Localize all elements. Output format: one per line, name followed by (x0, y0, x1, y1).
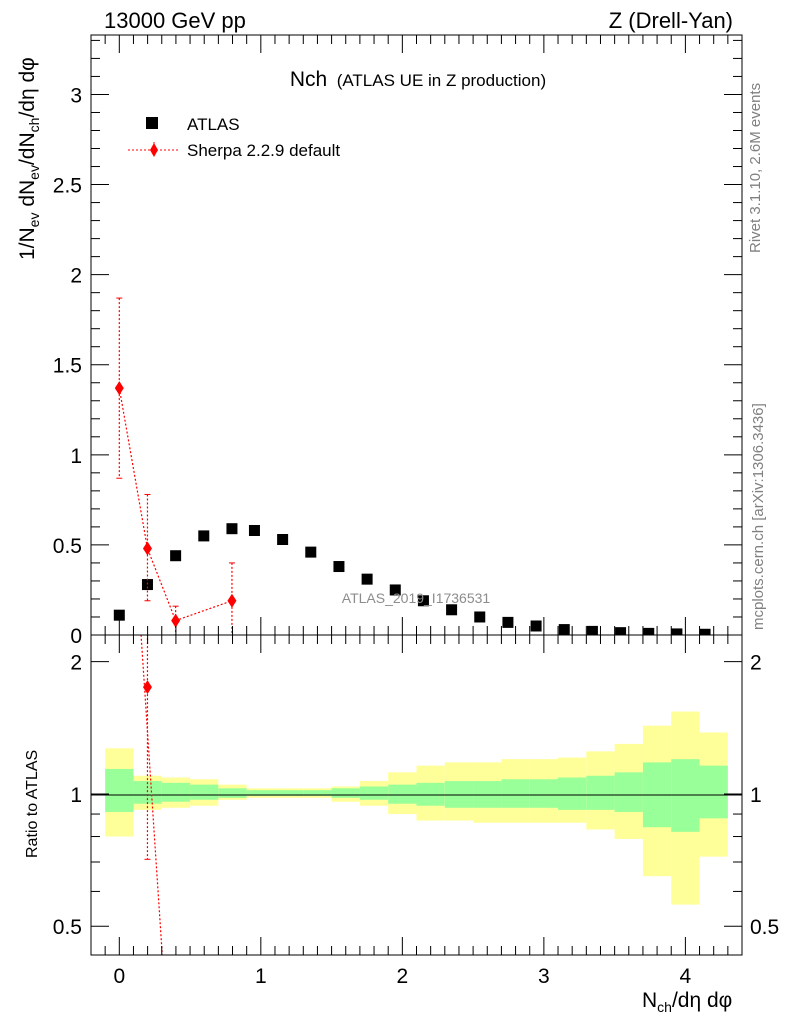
energy-label: 13000 GeV pp (104, 8, 246, 33)
legend-atlas-label: ATLAS (187, 115, 240, 134)
ratio-band-inner (331, 788, 360, 798)
ratio-y-tick-label-left: 0.5 (53, 916, 82, 939)
analysis-watermark: ATLAS_2019_I1736531 (342, 590, 491, 606)
ratio-band-inner (388, 784, 417, 804)
atlas-data-point (586, 625, 598, 635)
x-tick-label: 1 (255, 965, 267, 988)
ratio-band-inner (416, 782, 445, 806)
x-tick-label: 3 (538, 965, 550, 988)
ratio-band-inner (218, 788, 247, 798)
atlas-data-point (305, 546, 317, 558)
atlas-data-point (333, 561, 345, 573)
legend: ATLAS Sherpa 2.2.9 default (128, 115, 340, 160)
atlas-data-point (671, 628, 683, 635)
main-y-tick-label: 1 (70, 445, 82, 468)
ratio-band-inner (161, 782, 191, 802)
sherpa-ratio-line (140, 635, 163, 955)
x-tick-label: 0 (113, 965, 125, 988)
main-plot-marks (113, 297, 711, 635)
atlas-data-point (170, 550, 182, 562)
ratio-y-tick-label-right: 2 (750, 652, 762, 675)
atlas-data-point (530, 620, 542, 632)
sherpa-data-point (142, 541, 152, 556)
ratio-band-inner (699, 765, 728, 819)
main-y-tick-label: 2 (70, 265, 82, 288)
main-y-tick-label: 0 (70, 625, 82, 648)
atlas-data-point (361, 573, 373, 585)
plot-subtitle: (ATLAS UE in Z production) (337, 71, 546, 90)
sherpa-data-point (171, 613, 181, 628)
ratio-band-inner (105, 768, 134, 812)
main-y-tick-label: 0.5 (53, 535, 82, 558)
axis-ticks (90, 35, 743, 955)
atlas-data-point (198, 530, 210, 542)
ratio-y-tick-label-left: 2 (70, 652, 82, 675)
legend-sherpa-label: Sherpa 2.2.9 default (187, 141, 340, 160)
ratio-band-inner (246, 790, 275, 796)
ratio-uncertainty-bands (105, 711, 728, 905)
plot-title-group: Nch (ATLAS UE in Z production) (290, 68, 546, 91)
atlas-data-point (643, 627, 655, 635)
ratio-band-inner (359, 786, 389, 800)
rivet-version-label: Rivet 3.1.10, 2.6M events (747, 83, 764, 253)
ratio-y-tick-label-left: 1 (70, 784, 82, 807)
atlas-data-point (389, 584, 401, 596)
atlas-data-point (113, 609, 125, 621)
ratio-band-inner (586, 775, 615, 810)
main-y-tick-label: 1.5 (53, 355, 82, 378)
sherpa-ratio-point (142, 680, 152, 695)
plot-title: Nch (290, 68, 327, 91)
ratio-y-tick-label-right: 1 (750, 784, 762, 807)
atlas-data-point (141, 579, 153, 591)
ratio-band-inner (444, 781, 474, 808)
atlas-data-point (277, 534, 289, 546)
legend-sherpa-marker (150, 143, 158, 157)
ratio-band-inner (473, 781, 502, 808)
ratio-band-inner (614, 772, 643, 812)
x-tick-label: 2 (397, 965, 409, 988)
legend-atlas-marker (146, 117, 158, 129)
ratio-y-axis-title: Ratio to ATLAS (24, 750, 41, 858)
main-y-tick-label: 2.5 (53, 175, 82, 198)
atlas-data-point (474, 611, 486, 623)
ratio-band-inner (501, 779, 530, 808)
process-label: Z (Drell-Yan) (609, 8, 733, 33)
axis-tick-labels: 0 1 2 3 4 0 0.5 1 1.5 2 2.5 3 0.5 0.5 1 1 2 2 (53, 84, 779, 988)
atlas-data-point (502, 616, 514, 628)
ratio-band-inner (133, 781, 162, 804)
atlas-data-point (446, 604, 458, 616)
ratio-band-inner (529, 779, 559, 808)
atlas-data-point (417, 595, 429, 607)
ratio-band-inner (274, 790, 304, 796)
ratio-band-inner (190, 784, 219, 800)
atlas-data-point (226, 523, 238, 535)
mcplots-reference-label: mcplots.cern.ch [arXiv:1306.3436] (750, 403, 767, 630)
main-y-tick-label: 3 (70, 84, 82, 107)
atlas-data-point (699, 628, 711, 635)
ratio-y-tick-label-right: 0.5 (750, 916, 779, 939)
atlas-data-point (615, 627, 627, 635)
sherpa-data-point (114, 381, 124, 396)
sherpa-data-point (227, 593, 237, 608)
atlas-data-point (558, 624, 570, 635)
atlas-data-point (248, 524, 260, 536)
sherpa-line (118, 388, 233, 622)
x-tick-label: 4 (680, 965, 692, 988)
main-y-axis-title: 1/Nev dNev/dNch/dη dφ (16, 57, 42, 260)
x-axis-title: Nch/dη dφ (642, 989, 732, 1015)
ratio-band-inner (303, 790, 332, 796)
ratio-band-inner (558, 777, 587, 810)
